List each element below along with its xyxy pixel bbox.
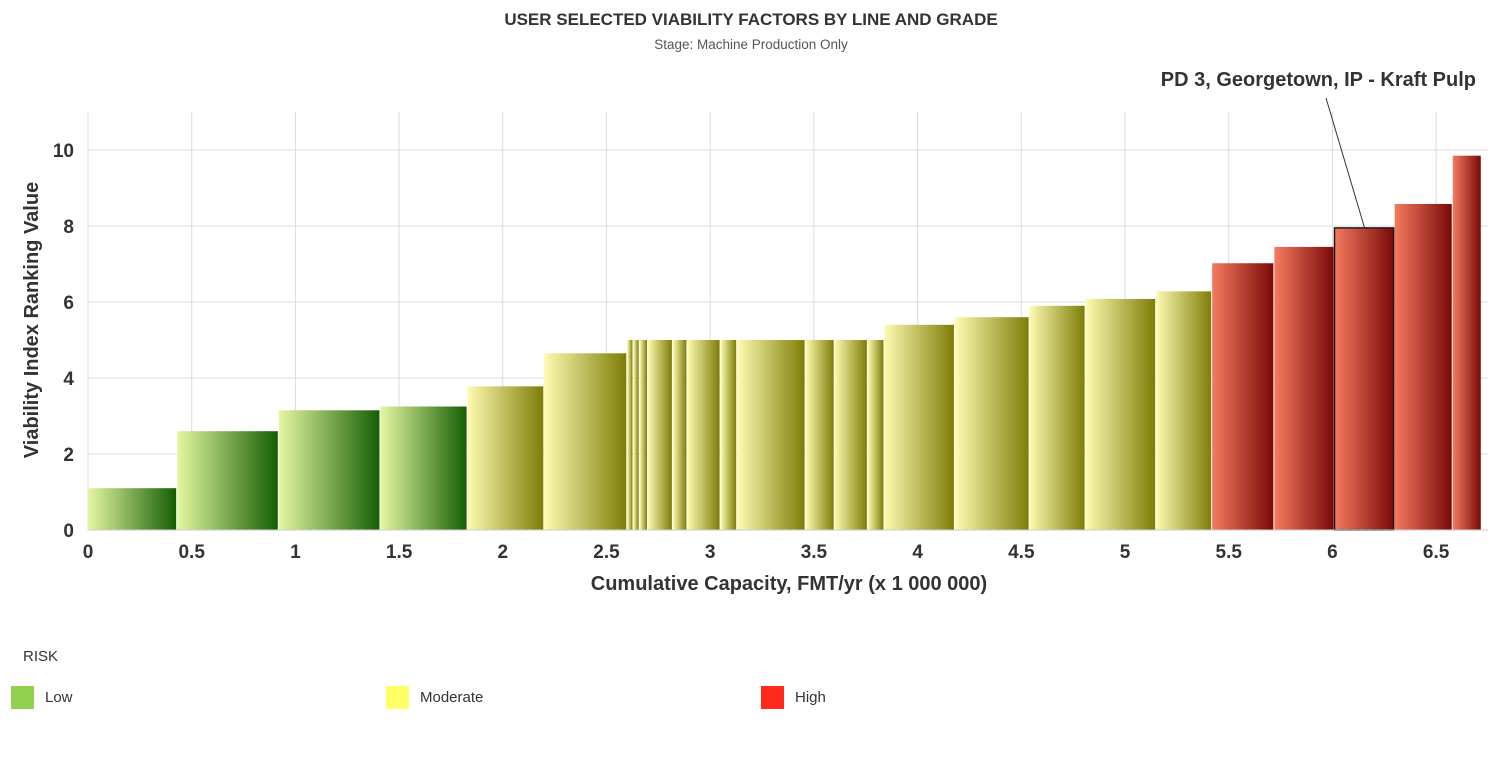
bar-6[interactable]	[627, 340, 633, 530]
bar-5[interactable]	[544, 353, 627, 530]
legend-label-low: Low	[45, 688, 73, 706]
bar-25[interactable]	[1394, 203, 1452, 530]
bar-3[interactable]	[380, 406, 467, 531]
bar-18[interactable]	[954, 317, 1029, 530]
bar-12[interactable]	[720, 340, 737, 530]
legend-item-high[interactable]: High	[761, 685, 826, 709]
x-axis-title: Cumulative Capacity, FMT/yr (x 1 000 000…	[591, 573, 987, 595]
chart-subtitle: Stage: Machine Production Only	[654, 37, 848, 52]
bar-23[interactable]	[1274, 246, 1334, 530]
x-tick-label: 3.5	[801, 542, 828, 563]
bar-9[interactable]	[648, 340, 672, 530]
bar-19[interactable]	[1029, 305, 1085, 530]
bar-7[interactable]	[633, 340, 639, 530]
bar-8[interactable]	[639, 340, 647, 530]
y-tick-label: 6	[63, 293, 74, 314]
x-tick-label: 0	[83, 542, 94, 563]
axes: 0 0.5 1 1.5 2 2.5 3 3.5 4 4.5 5 5.5 6 6.5 0 2 4 6 8 10	[53, 141, 1488, 563]
bar-11[interactable]	[687, 340, 720, 530]
bar-14[interactable]	[805, 340, 834, 530]
legend-title: RISK	[23, 648, 59, 665]
y-tick-label: 10	[53, 141, 74, 162]
legend-item-moderate[interactable]: Moderate	[386, 685, 483, 709]
y-axis-title: Viability Index Ranking Value	[21, 182, 43, 458]
legend-swatch-low	[11, 685, 34, 709]
annotation: PD 3, Georgetown, IP - Kraft Pulp	[1161, 69, 1476, 229]
legend-swatch-high	[761, 685, 784, 709]
y-tick-label: 2	[63, 445, 74, 466]
annotation-leader-line	[1325, 97, 1366, 229]
bar-20[interactable]	[1085, 298, 1156, 530]
x-tick-label: 0.5	[178, 542, 205, 563]
bar-17[interactable]	[884, 324, 954, 530]
x-tick-label: 5	[1120, 542, 1131, 563]
legend-swatch-moderate	[386, 685, 409, 709]
x-tick-label: 4.5	[1008, 542, 1035, 563]
bars	[88, 155, 1481, 531]
bar-16[interactable]	[867, 340, 884, 530]
x-tick-label: 4	[912, 542, 923, 563]
bar-21[interactable]	[1156, 291, 1212, 530]
bar-1[interactable]	[177, 431, 278, 530]
bar-2[interactable]	[278, 410, 380, 530]
bar-15[interactable]	[834, 340, 867, 530]
bar-10[interactable]	[672, 340, 687, 530]
bar-26[interactable]	[1452, 155, 1481, 530]
x-tick-label: 1.5	[386, 542, 413, 563]
bar-4[interactable]	[467, 386, 544, 530]
chart-title: USER SELECTED VIABILITY FACTORS BY LINE …	[504, 10, 997, 29]
legend-label-moderate: Moderate	[420, 688, 484, 706]
chart: USER SELECTED VIABILITY FACTORS BY LINE …	[21, 10, 1488, 595]
legend-item-low[interactable]: Low	[11, 685, 73, 709]
x-tick-label: 3	[705, 542, 716, 563]
x-tick-label: 6	[1327, 542, 1338, 563]
x-tick-label: 5.5	[1216, 542, 1243, 563]
bar-22[interactable]	[1212, 263, 1274, 530]
x-tick-label: 6.5	[1423, 542, 1450, 563]
annotation-label: PD 3, Georgetown, IP - Kraft Pulp	[1161, 69, 1476, 91]
y-tick-label: 0	[63, 521, 74, 542]
y-tick-label: 4	[63, 369, 74, 390]
y-tick-label: 8	[63, 217, 74, 238]
x-tick-label: 1	[290, 542, 301, 563]
bar-0[interactable]	[88, 488, 177, 530]
bar-24[interactable]	[1333, 227, 1395, 531]
bar-13[interactable]	[737, 340, 805, 530]
x-tick-label: 2	[498, 542, 509, 563]
x-tick-label: 2.5	[593, 542, 620, 563]
legend-label-high: High	[795, 688, 826, 706]
